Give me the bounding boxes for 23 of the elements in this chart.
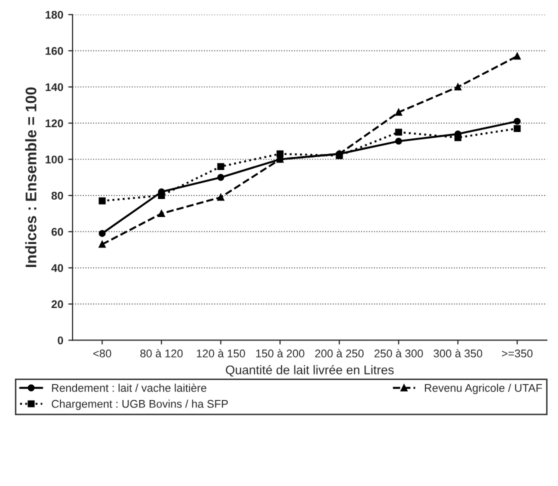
x-tick-label: 150 à 200 — [256, 349, 304, 358]
x-tick-label: 300 à 350 — [434, 349, 482, 358]
x-tick-label: 200 à 250 — [315, 349, 364, 358]
y-axis-title: Indices : Ensemble = 100 — [25, 87, 36, 268]
x-tick-label: <80 — [93, 350, 112, 358]
y-tick-label: 20 — [52, 300, 64, 308]
y-tick-label: 120 — [46, 119, 64, 128]
y-tick-label: 160 — [46, 47, 64, 55]
x-tick-label: 250 à 300 — [374, 349, 423, 358]
x-axis-title: Quantité de lait livrée en Litres — [226, 364, 394, 377]
legend-label: Chargement : UGB Bovins / ha SFP — [52, 400, 228, 410]
legend-label: Revenu Agricole / UTAF — [424, 384, 542, 394]
y-tick-label: 140 — [46, 83, 64, 92]
x-tick-label: 120 à 150 — [196, 349, 246, 358]
x-tick-label: 80 à 120 — [140, 349, 183, 358]
x-tick-label: >=350 — [502, 350, 533, 358]
y-tick-label: 180 — [46, 10, 64, 19]
y-tick-label: 80 — [52, 192, 64, 200]
y-tick-label: 0 — [58, 336, 64, 344]
y-tick-label: 60 — [52, 228, 64, 236]
legend-label: Rendement : lait / vache laitière — [52, 384, 206, 392]
y-tick-label: 40 — [51, 264, 64, 272]
y-tick-label: 100 — [46, 156, 64, 164]
